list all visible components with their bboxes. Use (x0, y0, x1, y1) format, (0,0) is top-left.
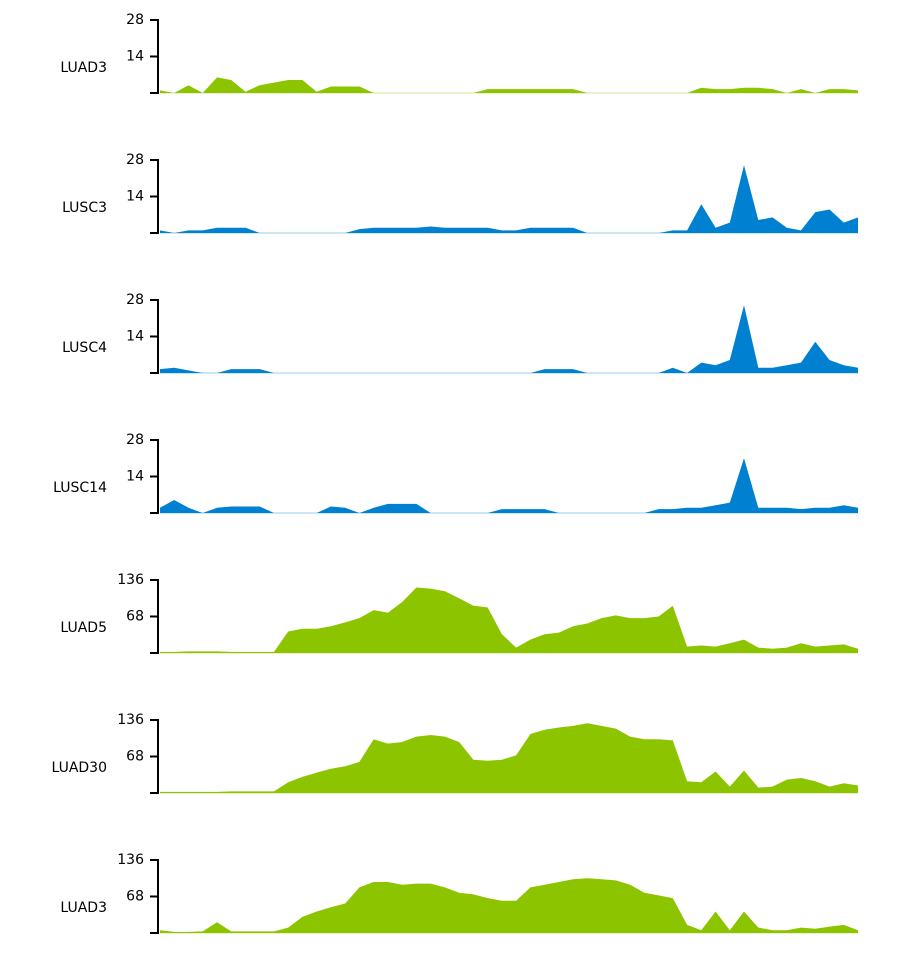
coverage-area (160, 305, 858, 373)
y-tick-label: 28 (126, 292, 144, 308)
y-tick-label: 136 (117, 572, 144, 588)
y-tick-label: 68 (126, 749, 144, 765)
y-tick-label: 14 (126, 49, 144, 65)
y-tick-label: 68 (126, 609, 144, 625)
y-tick-label: 28 (126, 432, 144, 448)
coverage-area (160, 458, 858, 513)
y-tick-label: 14 (126, 189, 144, 205)
track-label: LUSC4 (62, 340, 107, 356)
y-tick-label: 14 (126, 469, 144, 485)
coverage-area (160, 878, 858, 933)
track-label: LUAD5 (60, 620, 107, 636)
y-tick-label: 28 (126, 12, 144, 28)
y-tick-label: 136 (117, 852, 144, 868)
coverage-area (160, 77, 858, 93)
track-label: LUAD3 (60, 900, 107, 916)
track-label: LUAD30 (51, 760, 107, 776)
coverage-area (160, 587, 858, 653)
track-label: LUAD3 (60, 60, 107, 76)
y-tick-label: 14 (126, 329, 144, 345)
y-tick-label: 68 (126, 889, 144, 905)
y-tick-label: 136 (117, 712, 144, 728)
coverage-area (160, 723, 858, 793)
coverage-area (160, 165, 858, 233)
track-label: LUSC3 (62, 200, 107, 216)
y-tick-label: 28 (126, 152, 144, 168)
track-label: LUSC14 (53, 480, 107, 496)
